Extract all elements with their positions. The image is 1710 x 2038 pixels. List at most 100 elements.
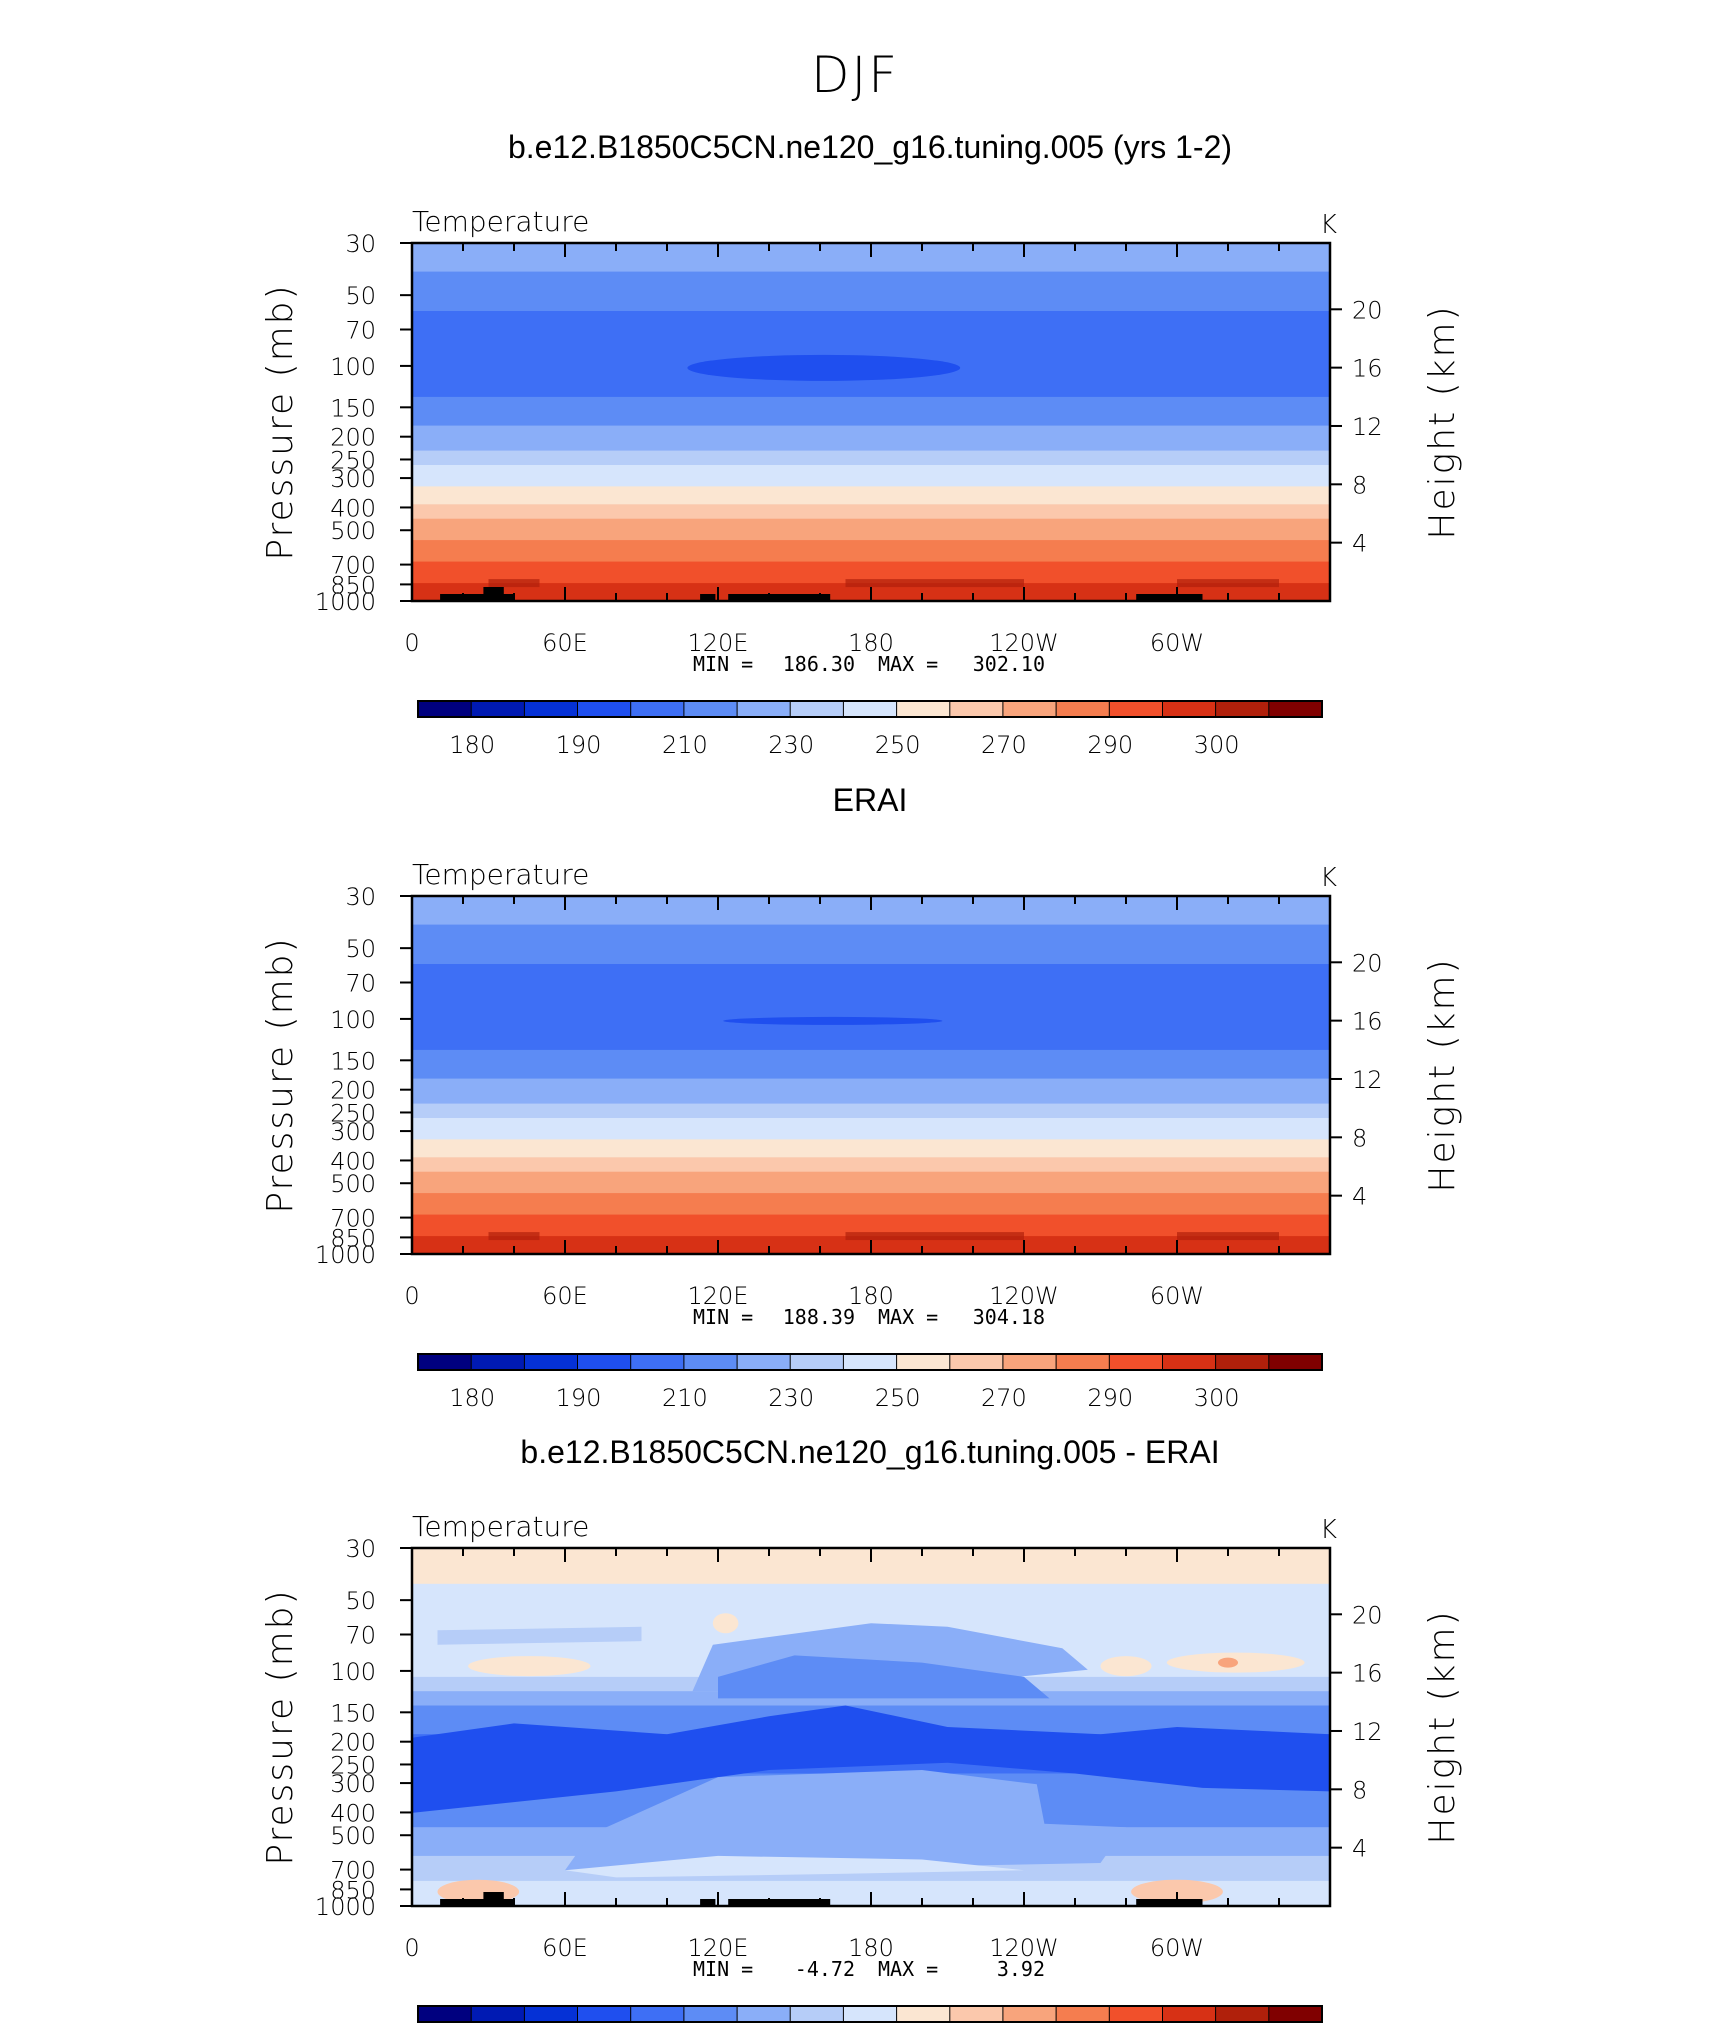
colorbar-swatch <box>842 2005 898 2023</box>
colorbar-swatch <box>842 700 898 718</box>
terrain-block <box>483 587 504 601</box>
y-tick-label: 200 <box>330 1729 376 1757</box>
colorbar-label: 210 <box>662 1384 708 1412</box>
colorbar-label: 270 <box>981 731 1027 759</box>
colorbar-swatch <box>736 2005 792 2023</box>
colorbar-swatch <box>1215 700 1270 718</box>
colorbar-swatch <box>1215 1353 1270 1371</box>
contour-band <box>412 1103 1330 1119</box>
surface-warm-contour <box>845 1232 1024 1241</box>
y2-tick-label: 20 <box>1352 296 1383 324</box>
x-tick-label: 0 <box>404 629 419 657</box>
stats-max-value: 304.18 <box>973 1305 1045 1329</box>
figure-title: DJF <box>811 46 899 104</box>
stats-max-label: MAX = <box>878 1305 938 1329</box>
y-tick-label: 100 <box>330 1658 376 1686</box>
colorbar-label: −4 <box>613 2036 648 2038</box>
variable-label: Temperature <box>412 205 589 238</box>
chart-panel-2: ERAI Temperature K 0 60E 120E 180 120W 60W 30 50 70… <box>260 782 1463 1412</box>
colorbar-swatch <box>1268 700 1324 718</box>
cold-core-contour <box>723 1016 943 1025</box>
contour-band <box>412 1193 1330 1216</box>
x-tick-label: 120E <box>688 629 749 657</box>
colorbar-label: 180 <box>449 731 495 759</box>
colorbar-label: 290 <box>1087 1384 1133 1412</box>
colorbar-swatch <box>577 700 632 718</box>
colorbar-label: 190 <box>556 731 602 759</box>
stats-min-label: MIN = <box>693 1957 753 1981</box>
contour-band <box>412 1118 1330 1141</box>
stats-max-value: 3.92 <box>997 1957 1045 1981</box>
y-tick-label: 50 <box>345 282 376 310</box>
contour-band <box>412 450 1330 466</box>
colorbar-swatch <box>1002 2005 1058 2023</box>
contour-band <box>412 1157 1330 1173</box>
colorbar-swatch <box>1162 1353 1217 1371</box>
terrain-block <box>728 594 831 601</box>
warm-anomaly-contour <box>1218 1657 1238 1668</box>
colorbar-label: 4 <box>1048 2036 1063 2038</box>
terrain-block <box>440 594 514 601</box>
y-tick-label: 300 <box>330 1770 376 1798</box>
y-tick-label: 250 <box>330 447 376 475</box>
x-tick-label: 0 <box>404 1934 419 1962</box>
colorbar-label: 210 <box>662 731 708 759</box>
colorbar-swatch <box>1108 2005 1164 2023</box>
terrain-block <box>440 1899 514 1906</box>
y-tick-label: 400 <box>330 1800 376 1828</box>
colorbar-label: 9 <box>1208 2036 1223 2038</box>
colorbar-label: 0 <box>836 2036 851 2038</box>
colorbar-swatch <box>630 1353 685 1371</box>
contour-band <box>412 1049 1330 1080</box>
colorbar-swatch <box>630 2005 685 2023</box>
y-axis-title: Pressure (mb) <box>260 1588 301 1865</box>
x-tick-label: 60W <box>1150 1934 1204 1962</box>
x-tick-label: 60W <box>1150 1282 1204 1310</box>
terrain-block <box>483 1892 504 1906</box>
stats-min-value: 188.39 <box>783 1305 855 1329</box>
contour-band <box>412 1139 1330 1158</box>
colorbar-label: −7 <box>507 2036 542 2038</box>
colorbar-frame <box>417 1353 1323 1371</box>
y-tick-label: 50 <box>345 935 376 963</box>
y-tick-label: 70 <box>345 317 376 345</box>
terrain-block <box>1136 594 1203 601</box>
colorbar-swatch <box>896 1353 951 1371</box>
stats-max-label: MAX = <box>878 652 938 676</box>
y-tick-label: 70 <box>345 1622 376 1650</box>
units-label: K <box>1320 1515 1337 1545</box>
colorbar-swatch <box>1162 700 1217 718</box>
contour-band <box>412 540 1330 563</box>
surface-warm-contour <box>488 1232 540 1241</box>
x-tick-label: 120W <box>989 1934 1059 1962</box>
colorbar-label: 3 <box>995 2036 1010 2038</box>
colorbar-frame <box>417 700 1323 718</box>
colorbar-label: −2 <box>719 2036 754 2038</box>
y-axis-title: Pressure (mb) <box>260 936 301 1213</box>
colorbar-swatch <box>1162 2005 1217 2023</box>
y2-tick-label: 20 <box>1352 1601 1383 1629</box>
colorbar-label: 290 <box>1087 731 1133 759</box>
y2-tick-label: 4 <box>1352 530 1367 558</box>
surface-warm-contour <box>845 579 1024 588</box>
colorbar-label: −3 <box>666 2036 701 2038</box>
terrain-block <box>700 594 716 601</box>
y-tick-label: 700 <box>330 1857 376 1885</box>
colorbar-frame <box>417 2005 1323 2023</box>
y-tick-label: 250 <box>330 1752 376 1780</box>
contour-band <box>412 1691 1330 1707</box>
colorbar-label: 1 <box>889 2036 904 2038</box>
colorbar-swatch <box>683 1353 739 1371</box>
contour-band <box>412 271 1330 312</box>
x-tick-label: 60W <box>1150 629 1204 657</box>
colorbar-swatch <box>789 2005 845 2023</box>
contour-field <box>412 1548 1330 1906</box>
y-tick-label: 1000 <box>315 588 376 616</box>
colorbar-swatch <box>470 2005 526 2023</box>
colorbar-swatch <box>896 2005 951 2023</box>
y-tick-label: 400 <box>330 1148 376 1176</box>
y2-tick-label: 12 <box>1352 413 1383 441</box>
x-tick-label: 180 <box>848 1934 894 1962</box>
colorbar-swatch <box>736 700 792 718</box>
x-tick-label: 60E <box>542 1934 588 1962</box>
